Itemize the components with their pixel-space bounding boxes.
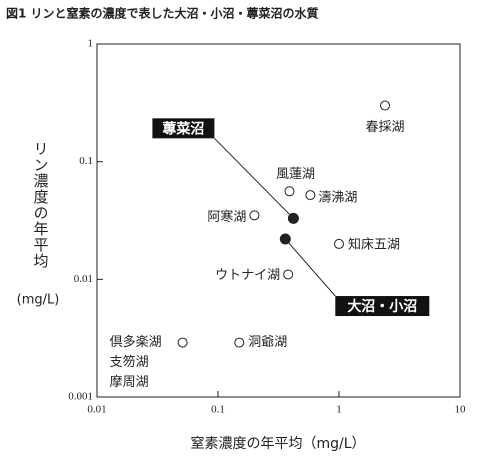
y-tick-label: 1	[88, 38, 94, 50]
x-tick-label: 10	[455, 404, 467, 416]
point	[234, 337, 245, 348]
x-tick-label: 1	[336, 404, 342, 416]
point-label: 大沼・小沼	[347, 298, 417, 315]
point	[334, 238, 344, 249]
point	[177, 337, 188, 348]
point	[249, 210, 260, 221]
point-label: 摩周湖	[110, 374, 149, 390]
point-label: 洞爺湖	[248, 335, 287, 350]
x-tick-label: 0.01	[87, 404, 106, 416]
callout-line	[214, 137, 294, 219]
point-label: 春採湖	[365, 120, 404, 135]
point	[380, 100, 391, 111]
point-label: 倶多楽湖	[110, 334, 162, 350]
y-axis-unit: (mg/L)	[17, 293, 60, 308]
callout-line	[284, 238, 336, 297]
point	[283, 269, 294, 280]
y-tick-label: 0.001	[68, 391, 93, 403]
point-label: 阿寒湖	[207, 209, 246, 225]
point	[284, 186, 295, 197]
callout-box	[335, 296, 430, 317]
point-label: 蓴菜沼	[162, 120, 204, 137]
point	[279, 233, 291, 245]
point-label: ウトナイ湖	[215, 268, 280, 283]
point	[287, 212, 299, 224]
point	[305, 190, 316, 201]
plot-frame	[96, 43, 461, 398]
y-tick-label: 0.01	[74, 273, 93, 285]
point-label: 支笏湖	[110, 354, 149, 370]
point-label: 風蓮湖	[276, 167, 315, 182]
callout-box	[152, 118, 215, 139]
x-tick-label: 0.1	[211, 404, 225, 416]
chart-title: 図1 リンと窒素の濃度で表した大沼・小沼・蓴菜沼の水質	[6, 6, 319, 21]
x-axis-label: 窒素濃度の年平均（mg/L）	[190, 435, 365, 452]
point-label: 知床五湖	[348, 236, 400, 252]
point-label: 濤沸湖	[318, 191, 357, 206]
y-axis-label: リン濃度の年平均	[32, 141, 50, 269]
y-tick-label: 0.1	[79, 155, 93, 167]
